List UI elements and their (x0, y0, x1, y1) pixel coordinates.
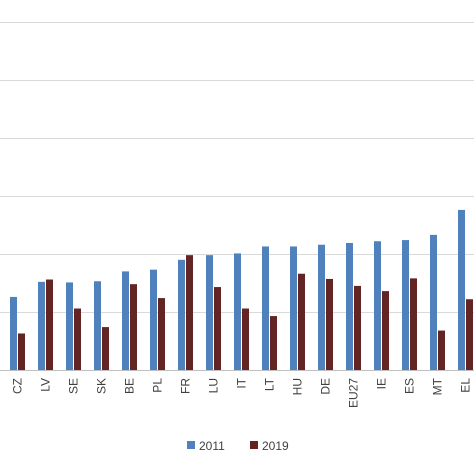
legend: 2011 2019 (187, 439, 289, 453)
bar-2019-sk (102, 327, 109, 370)
x-tick-label-de: DE (319, 378, 333, 395)
x-tick-label-el: EL (459, 378, 473, 393)
bar-2011-pl (150, 269, 157, 370)
x-tick-label-cz: CZ (11, 378, 25, 394)
bar-2011-sk (94, 281, 101, 370)
legend-swatch-2011 (187, 441, 195, 449)
x-tick-label-be: BE (123, 378, 137, 394)
x-axis-labels: CZ LV SE SK BE PL FR LU IT LT HU DE EU27 IE ES MT EL (11, 377, 473, 408)
legend-swatch-2019 (250, 441, 258, 449)
bar-2011-el (458, 209, 465, 370)
x-tick-label-lv: LV (39, 378, 53, 392)
bar-2019-es (410, 278, 417, 370)
bar-2019-de (326, 278, 333, 370)
x-tick-label-lt: LT (263, 377, 277, 391)
legend-label-2019: 2019 (262, 439, 289, 453)
x-tick-label-lu: LU (207, 378, 221, 393)
bar-2019-eu27 (354, 285, 361, 370)
x-tick-label-sk: SK (95, 378, 109, 394)
bar-2019-lt (270, 316, 277, 370)
bar-2011-cz (10, 296, 17, 370)
bar-2019-el (466, 299, 473, 370)
x-tick-label-es: ES (403, 378, 417, 394)
bar-2019-cz (18, 333, 25, 370)
x-tick-label-mt: MT (431, 377, 445, 395)
bar-2011-lt (262, 246, 269, 370)
bar-2019-se (74, 308, 81, 370)
x-tick-label-eu27: EU27 (347, 378, 361, 408)
legend-label-2011: 2011 (199, 439, 225, 453)
bar-2019-hu (298, 273, 305, 370)
bar-2011-hu (290, 246, 297, 370)
bar-2011-eu27 (346, 242, 353, 370)
x-tick-label-fr: FR (179, 378, 193, 394)
bar-2019-ie (382, 291, 389, 370)
bar-2019-fr (186, 255, 193, 370)
bar-2019-lv (46, 279, 53, 370)
bar-2011-be (122, 271, 129, 370)
x-tick-label-se: SE (67, 378, 81, 394)
bar-2011-fr (178, 259, 185, 370)
bar-2011-lu (206, 255, 213, 370)
bar-2011-lv (38, 281, 45, 370)
bar-2011-mt (430, 234, 437, 370)
bar-2019-lu (214, 287, 221, 370)
bar-2019-it (242, 308, 249, 370)
bar-2019-be (130, 284, 137, 370)
bar-2011-se (66, 282, 73, 370)
bar-2011-ie (374, 241, 381, 370)
bar-2019-mt (438, 330, 445, 370)
x-tick-label-ie: IE (375, 378, 389, 389)
x-tick-label-it: IT (235, 377, 249, 388)
bar-2011-de (318, 244, 325, 370)
bar-2019-pl (158, 298, 165, 370)
bar-2011-it (234, 253, 241, 370)
x-tick-label-hu: HU (291, 378, 305, 395)
x-tick-label-pl: PL (151, 378, 165, 393)
bars (10, 209, 473, 370)
bar-2011-es (402, 240, 409, 370)
